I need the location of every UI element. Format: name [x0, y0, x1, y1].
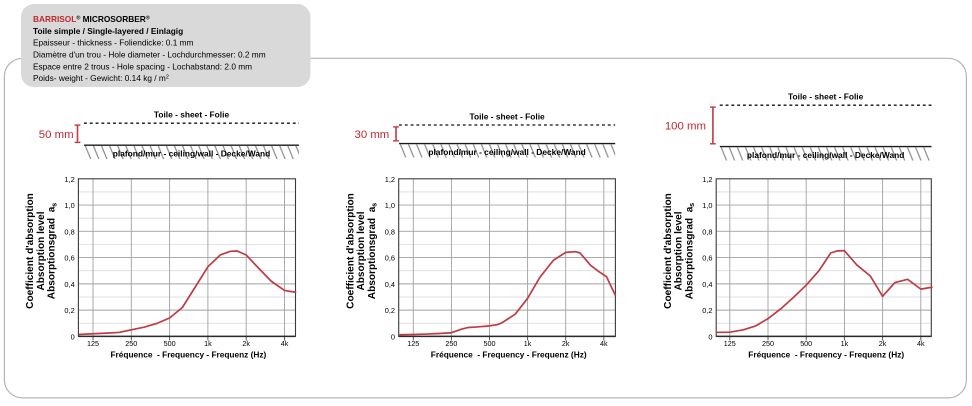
- svg-text:Epaisseur - thickness - Folien: Epaisseur - thickness - Foliendicke: 0.1…: [33, 38, 194, 48]
- svg-text:plafond/mur - ceiling/wall - D: plafond/mur - ceiling/wall - Decke/Wand: [113, 149, 270, 159]
- svg-text:0,6: 0,6: [702, 254, 712, 263]
- svg-text:2k: 2k: [242, 339, 250, 348]
- svg-text:250: 250: [762, 339, 774, 348]
- svg-text:Coefficient d'absorption: Coefficient d'absorption: [663, 193, 674, 309]
- svg-text:Toile - sheet - Folie: Toile - sheet - Folie: [788, 92, 864, 102]
- svg-text:Absorptionsgrad as: Absorptionsgrad as: [367, 203, 379, 300]
- svg-text:125: 125: [87, 339, 99, 348]
- svg-text:4k: 4k: [917, 339, 925, 348]
- svg-text:250: 250: [125, 339, 137, 348]
- svg-text:Coefficient d'absorption: Coefficient d'absorption: [25, 193, 36, 309]
- svg-text:Diamètre d'un trou - Hole diam: Diamètre d'un trou - Hole diameter - Loc…: [33, 50, 266, 60]
- svg-text:0,8: 0,8: [64, 227, 74, 236]
- svg-text:0,6: 0,6: [64, 254, 74, 263]
- svg-text:0,2: 0,2: [385, 306, 395, 315]
- svg-text:100 mm: 100 mm: [665, 121, 706, 133]
- svg-text:30 mm: 30 mm: [354, 129, 389, 141]
- svg-text:500: 500: [800, 339, 812, 348]
- svg-text:Absorptionsgrad as: Absorptionsgrad as: [684, 203, 696, 300]
- svg-text:2k: 2k: [562, 339, 570, 348]
- svg-text:1k: 1k: [841, 339, 849, 348]
- svg-text:1k: 1k: [524, 339, 532, 348]
- svg-text:0: 0: [391, 332, 395, 341]
- svg-text:Coefficient d'absorption: Coefficient d'absorption: [346, 193, 357, 309]
- svg-text:1,2: 1,2: [702, 175, 712, 184]
- svg-text:1,0: 1,0: [64, 201, 74, 210]
- svg-text:Absorptionsgrad as: Absorptionsgrad as: [47, 203, 59, 300]
- svg-text:Poids- weight - Gewicht: 0.14: Poids- weight - Gewicht: 0.14 kg / m2: [33, 73, 169, 83]
- svg-text:2k: 2k: [879, 339, 887, 348]
- svg-text:plafond/mur - ceiling/wall - D: plafond/mur - ceiling/wall - Decke/Wand: [428, 147, 585, 157]
- svg-text:1k: 1k: [204, 339, 212, 348]
- svg-text:500: 500: [164, 339, 176, 348]
- svg-text:1,0: 1,0: [385, 201, 395, 210]
- svg-text:plafond/mur - ceiling/wall - D: plafond/mur - ceiling/wall - Decke/Wand: [747, 150, 904, 160]
- svg-text:4k: 4k: [600, 339, 608, 348]
- svg-text:Toile - sheet - Folie: Toile - sheet - Folie: [469, 112, 545, 122]
- svg-text:Espace entre 2 trous - Hole sp: Espace entre 2 trous - Hole spacing - Lo…: [33, 61, 252, 71]
- svg-text:Absorption level: Absorption level: [36, 211, 47, 290]
- svg-text:0,4: 0,4: [702, 280, 712, 289]
- svg-text:0,4: 0,4: [385, 280, 395, 289]
- svg-text:Absorption level: Absorption level: [674, 211, 685, 290]
- svg-text:Fréquence - Frequency - Frequ: Fréquence - Frequency - Frequenz (Hz): [748, 350, 904, 360]
- svg-text:Fréquence - Frequency - Frequ: Fréquence - Frequency - Frequenz (Hz): [431, 350, 587, 360]
- svg-text:0: 0: [708, 332, 712, 341]
- svg-text:0: 0: [71, 332, 75, 341]
- svg-text:250: 250: [445, 339, 457, 348]
- svg-text:Absorption level: Absorption level: [356, 211, 367, 290]
- svg-text:Fréquence - Frequency - Frequ: Fréquence - Frequency - Frequenz (Hz): [110, 350, 266, 360]
- svg-text:Toile - sheet - Folie: Toile - sheet - Folie: [154, 110, 230, 120]
- svg-text:Toile simple / Single-layered: Toile simple / Single-layered / Einlagig: [33, 26, 183, 36]
- svg-text:0,6: 0,6: [385, 254, 395, 263]
- svg-text:50 mm: 50 mm: [39, 129, 74, 141]
- svg-text:125: 125: [724, 339, 736, 348]
- svg-text:0,8: 0,8: [702, 227, 712, 236]
- svg-text:1,2: 1,2: [385, 175, 395, 184]
- svg-text:0,2: 0,2: [702, 306, 712, 315]
- svg-text:1,0: 1,0: [702, 201, 712, 210]
- svg-text:BARRISOL® MICROSORBER®: BARRISOL® MICROSORBER®: [33, 14, 150, 24]
- svg-text:0,4: 0,4: [64, 280, 74, 289]
- svg-text:4k: 4k: [281, 339, 289, 348]
- svg-text:0,8: 0,8: [385, 227, 395, 236]
- svg-text:500: 500: [484, 339, 496, 348]
- svg-text:125: 125: [407, 339, 419, 348]
- svg-text:1,2: 1,2: [64, 175, 74, 184]
- svg-text:0,2: 0,2: [64, 306, 74, 315]
